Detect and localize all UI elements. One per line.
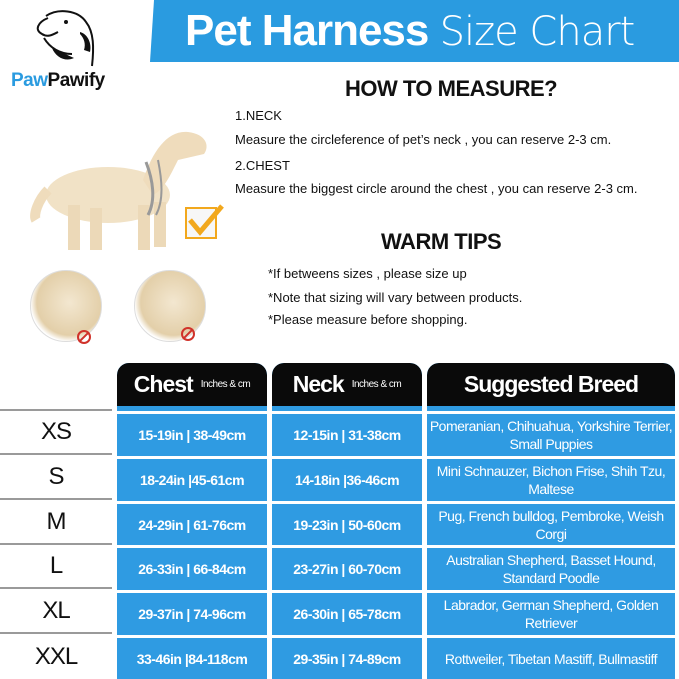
chest-header-label: Chest	[133, 371, 194, 397]
size-label: XS	[0, 411, 112, 455]
breed-cell: Rottweiler, Tibetan Mastiff, Bullmastiff	[427, 635, 675, 679]
chest-cell: 26-33in | 66-84cm	[117, 545, 267, 589]
breed-cell: Pug, French bulldog, Pembroke, Weish Cor…	[427, 501, 675, 545]
dog-logo-icon	[36, 10, 95, 67]
breed-header: Suggested Breed	[427, 363, 675, 409]
title-banner	[150, 0, 679, 62]
breed-header-label: Suggested Breed	[463, 371, 639, 397]
chest-cell: 18-24in |45-61cm	[117, 456, 267, 500]
wrong-fit-photo-1	[30, 270, 102, 342]
neck-header: Neck Inches & cm	[272, 363, 422, 409]
chest-unit-label: Inches & cm	[200, 379, 251, 390]
size-label: M	[0, 501, 112, 545]
neck-cell: 12-15in | 31-38cm	[272, 411, 422, 455]
chest-cell: 15-19in | 38-49cm	[117, 411, 267, 455]
breed-cell: Australian Shepherd, Basset Hound, Stand…	[427, 545, 675, 589]
breed-cell: Mini Schnauzer, Bichon Frise, Shih Tzu, …	[427, 456, 675, 500]
neck-cell: 26-30in | 65-78cm	[272, 590, 422, 634]
brand-part1: Paw	[11, 70, 48, 91]
neck-unit-label: Inches & cm	[351, 379, 402, 390]
breed-cell: Pomeranian, Chihuahua, Yorkshire Terrier…	[427, 411, 675, 455]
neck-instruction: Measure the circleference of pet’s neck …	[235, 132, 612, 147]
row-divider	[0, 409, 112, 411]
dog-harness-photo	[30, 131, 224, 250]
title-bold: Pet Harness	[185, 6, 429, 55]
neck-column: Neck Inches & cm 12-15in | 31-38cm 14-18in…	[272, 363, 422, 679]
neck-cell: 14-18in |36-46cm	[272, 456, 422, 500]
neck-cell: 29-35in | 74-89cm	[272, 635, 422, 679]
chest-instruction: Measure the biggest circle around the ch…	[235, 181, 638, 196]
wrong-fit-photo-2	[134, 270, 206, 342]
breed-cell: Labrador, German Shepherd, Golden Retrie…	[427, 590, 675, 634]
warm-tips-heading: WARM TIPS	[381, 229, 502, 254]
chest-cell: 33-46in |84-118cm	[117, 635, 267, 679]
page-title: Pet Harness Size Chart	[185, 6, 636, 56]
tip-1: *If betweens sizes , please size up	[268, 266, 467, 281]
prohibited-icon	[181, 327, 195, 341]
chest-label: 2.CHEST	[235, 158, 290, 173]
tip-2: *Note that sizing will vary between prod…	[268, 290, 523, 305]
title-light: Size Chart	[439, 9, 636, 55]
brand-logo-text: PawPawify	[11, 70, 105, 92]
tip-3: *Please measure before shopping.	[268, 312, 468, 327]
chest-cell: 24-29in | 61-76cm	[117, 501, 267, 545]
size-label: XXL	[34, 643, 78, 670]
size-label: XL	[0, 590, 112, 634]
brand-part2: Pawify	[47, 70, 106, 91]
chest-cell: 29-37in | 74-96cm	[117, 590, 267, 634]
prohibited-icon	[77, 330, 91, 344]
chest-header: Chest Inches & cm	[117, 363, 267, 409]
size-label: S	[0, 456, 112, 500]
neck-label: 1.NECK	[235, 108, 282, 123]
neck-header-label: Neck	[292, 371, 345, 397]
size-label: L	[0, 545, 112, 589]
neck-cell: 23-27in | 60-70cm	[272, 545, 422, 589]
how-to-measure-heading: HOW TO MEASURE?	[345, 76, 558, 101]
neck-cell: 19-23in | 50-60cm	[272, 501, 422, 545]
chest-column: Chest Inches & cm 15-19in | 38-49cm 18-24i…	[117, 363, 267, 679]
breed-column: Suggested Breed Pomeranian, Chihuahua, Y…	[427, 363, 675, 679]
